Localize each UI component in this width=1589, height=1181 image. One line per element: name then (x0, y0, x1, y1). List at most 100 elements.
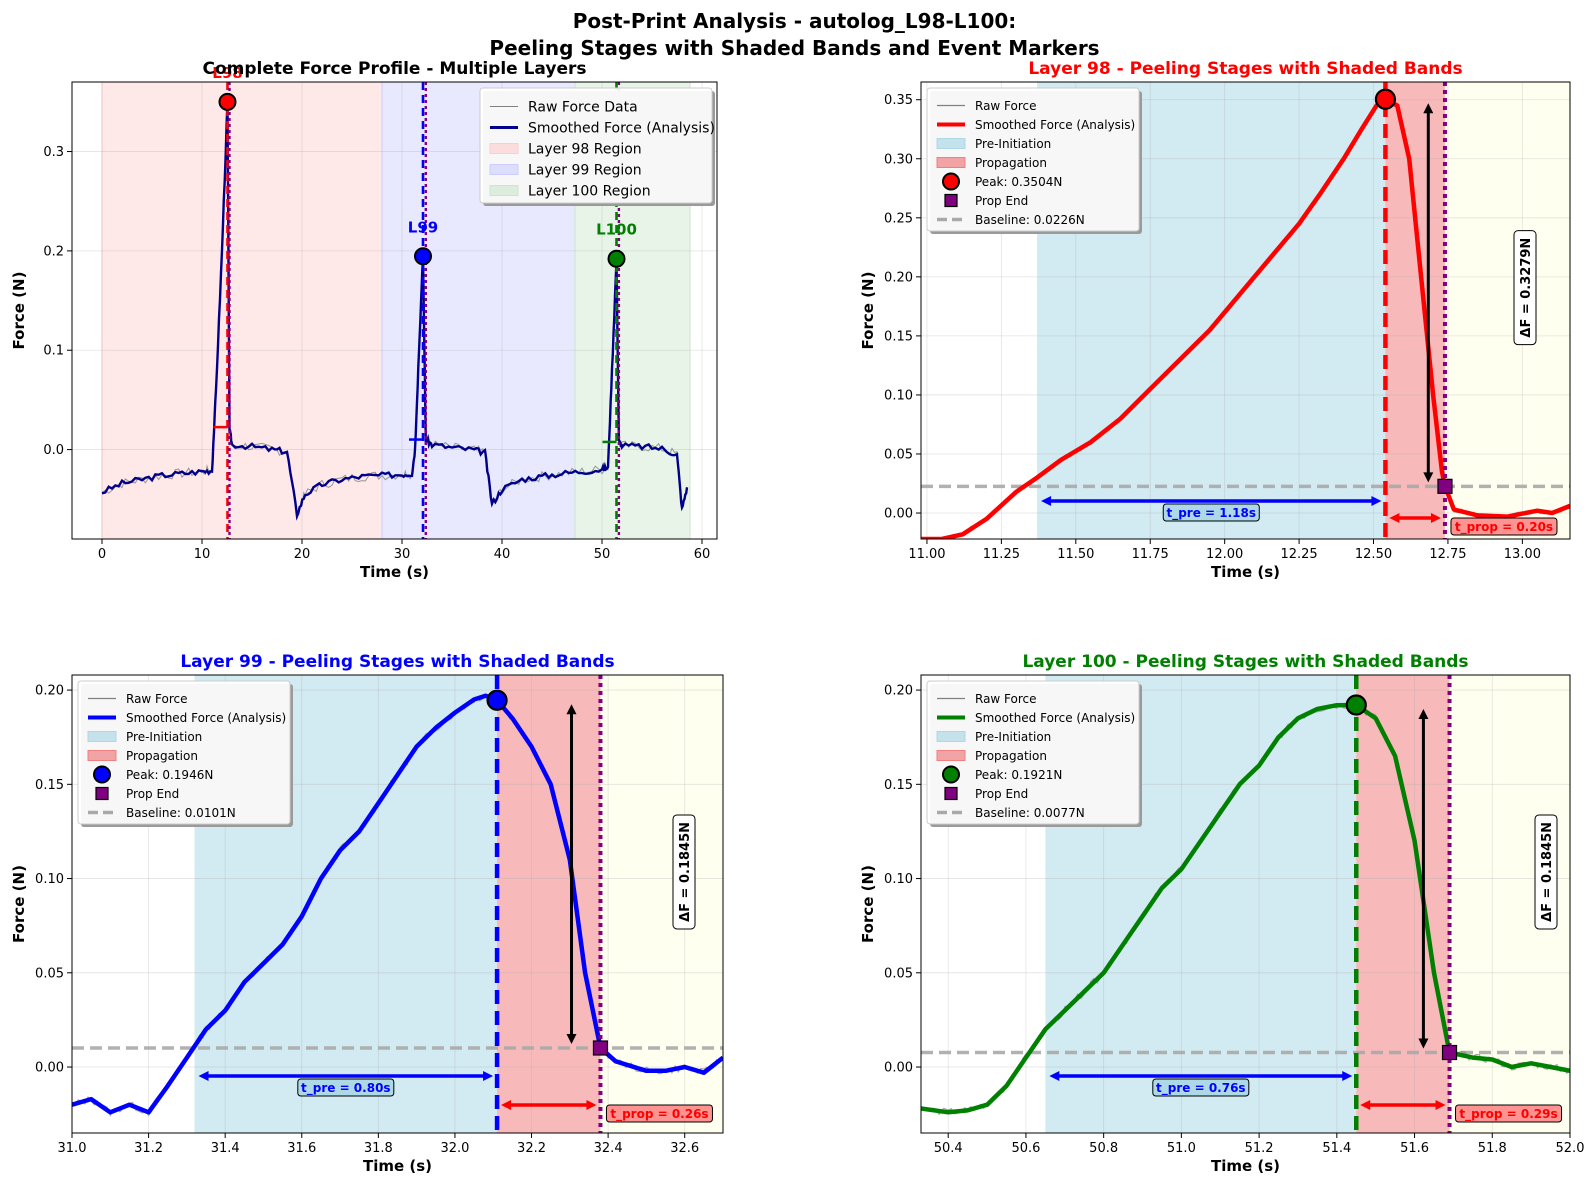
delta-f-label: ΔF = 0.1845N (678, 822, 693, 922)
y-tick-label: 0.1 (43, 344, 64, 359)
smoothed-force-line (921, 702, 1570, 1115)
y-tick-label: 0.15 (35, 778, 64, 793)
t-prop-label-box (1455, 1104, 1563, 1123)
t-prop-arrowhead-left (501, 1100, 512, 1110)
t-pre-label: t_pre = 1.18s (1166, 506, 1256, 521)
legend-patch-swatch (489, 185, 519, 196)
y-tick-label: 0.25 (884, 211, 913, 226)
overview-panel: L98 L99 L100 0 10 20 30 40 50 60 0.0 0.1 0.2 0.3 Time … (10, 59, 718, 581)
x-axis-label: Time (s) (363, 1157, 432, 1175)
x-tick-label: 10 (194, 547, 211, 562)
legend-box (926, 680, 1140, 825)
t-prop-label-box (1450, 517, 1558, 536)
overview-plot-area (72, 82, 717, 539)
legend-box (479, 87, 713, 204)
x-tick-label: 11.75 (1132, 547, 1169, 562)
delta-f-arrowhead-bottom (1418, 1038, 1429, 1049)
x-tick-label: 50.4 (934, 1141, 963, 1156)
t-pre-arrowhead-left (198, 1071, 209, 1081)
x-tick-label: 50.8 (1089, 1141, 1118, 1156)
y-axis-label: Force (N) (859, 865, 877, 943)
peak-point (414, 247, 432, 266)
t-prop-label: t_prop = 0.29s (1459, 1107, 1557, 1122)
legend-propend-swatch (944, 786, 958, 801)
legend-patch-swatch (489, 143, 519, 154)
legend-propend-swatch (95, 786, 109, 801)
peak-label: L98 (212, 64, 242, 82)
delta-f-arrowhead-top (1423, 103, 1434, 114)
legend-entry: Propagation (975, 156, 1047, 170)
chart-title: Complete Force Profile - Multiple Layers (203, 59, 587, 79)
t-pre-label-box (1162, 503, 1260, 522)
x-tick-label: 40 (494, 547, 511, 562)
y-tick-label: 0.15 (884, 329, 913, 344)
y-tick-label: 0.2 (43, 244, 64, 259)
x-tick-label: 20 (294, 547, 311, 562)
layer100-panel: t_pre = 0.76s t_prop = 0.29s ΔF = 0.1845N 5… (859, 652, 1584, 1175)
y-tick-label: 0.00 (884, 507, 913, 522)
x-tick-label: 31.2 (134, 1141, 163, 1156)
t-pre-label-box (1152, 1078, 1250, 1097)
x-tick-label: 51.0 (1167, 1141, 1196, 1156)
t-pre-label-box (297, 1078, 395, 1097)
x-tick-label: 50.6 (1011, 1141, 1040, 1156)
axes-frame (920, 674, 1571, 1134)
x-tick-label: 32.4 (594, 1141, 623, 1156)
legend-patch-swatch (489, 164, 519, 175)
delta-f-label-box (1534, 814, 1558, 930)
delta-f-label: ΔF = 0.3279N (1519, 238, 1534, 338)
axes-frame (71, 81, 718, 540)
y-tick-label: 0.05 (884, 447, 913, 462)
axes-frame (71, 674, 724, 1134)
legend-peak-swatch (942, 765, 960, 784)
prop-end-point (592, 1040, 609, 1056)
x-tick-label: 11.25 (983, 547, 1020, 562)
t-pre-label: t_pre = 0.76s (1156, 1081, 1246, 1096)
chart-title: Layer 99 - Peeling Stages with Shaded Ba… (180, 652, 614, 672)
smoothed-force-line (921, 96, 1570, 539)
legend-entry: Layer 98 Region (528, 142, 642, 158)
legend-entry: Pre-Initiation (975, 730, 1051, 744)
legend-patch-swatch (936, 138, 966, 149)
x-tick-label: 51.8 (1478, 1141, 1507, 1156)
legend-entry: Raw Force (975, 99, 1037, 113)
t-pre-arrowhead-left (1049, 1071, 1060, 1081)
delta-f-arrowhead-top (1418, 708, 1429, 719)
t-prop-arrowhead-left (1389, 513, 1400, 523)
t-pre-arrowhead-right (1371, 496, 1382, 506)
x-tick-label: 12.75 (1429, 547, 1466, 562)
delta-f-arrowhead-bottom (566, 1033, 577, 1044)
x-tick-label: 51.6 (1400, 1141, 1429, 1156)
propagation-band (1385, 82, 1445, 539)
x-tick-label: 51.2 (1245, 1141, 1274, 1156)
delta-f-arrowhead-top (566, 704, 577, 715)
legend-entry: Smoothed Force (Analysis) (528, 121, 715, 137)
t-prop-label: t_prop = 0.26s (610, 1107, 708, 1122)
legend-entry: Layer 100 Region (528, 184, 651, 200)
layer99-panel: t_pre = 0.80s t_prop = 0.26s ΔF = 0.1845N 3… (10, 652, 724, 1175)
x-tick-label: 13.00 (1504, 547, 1541, 562)
prop-end-point (1441, 1044, 1458, 1061)
legend-patch-swatch (87, 731, 117, 742)
y-tick-label: 0.10 (884, 388, 913, 403)
t-pre-arrowhead-left (1041, 496, 1052, 506)
legend-peak-swatch (93, 765, 111, 784)
post-propagation-band (1444, 82, 1570, 539)
legend-entry: Propagation (126, 749, 198, 763)
layer100-plot-area (921, 675, 1570, 1133)
x-axis-label: Time (s) (360, 563, 429, 581)
x-tick-label: 50 (594, 547, 611, 562)
x-axis-label: Time (s) (1211, 1157, 1280, 1175)
y-tick-label: 0.20 (884, 270, 913, 285)
y-tick-label: 0.00 (35, 1061, 64, 1076)
y-tick-label: 0.15 (884, 778, 913, 793)
post-propagation-band (600, 675, 723, 1133)
legend-patch-swatch (936, 750, 966, 761)
legend-entry: Prop End (126, 787, 179, 801)
t-prop-arrowhead-right (1430, 513, 1441, 523)
t-prop-label: t_prop = 0.20s (1455, 520, 1553, 535)
x-tick-label: 11.50 (1057, 547, 1094, 562)
y-tick-label: 0.00 (884, 1061, 913, 1076)
y-axis-label: Force (N) (859, 272, 877, 350)
chart-title: Layer 100 - Peeling Stages with Shaded B… (1022, 652, 1468, 672)
